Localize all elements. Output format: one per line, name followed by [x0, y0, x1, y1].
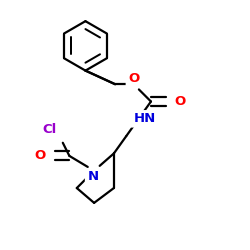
Text: O: O [127, 70, 140, 86]
Text: N: N [87, 170, 99, 183]
Text: O: O [34, 150, 46, 162]
Text: O: O [174, 95, 186, 108]
Text: O: O [174, 94, 187, 109]
Text: O: O [128, 72, 139, 85]
Text: HN: HN [131, 111, 158, 126]
Text: Cl: Cl [42, 123, 57, 136]
Text: O: O [34, 148, 47, 164]
Text: HN: HN [134, 112, 156, 125]
Text: N: N [86, 170, 100, 184]
Text: Cl: Cl [41, 122, 58, 137]
